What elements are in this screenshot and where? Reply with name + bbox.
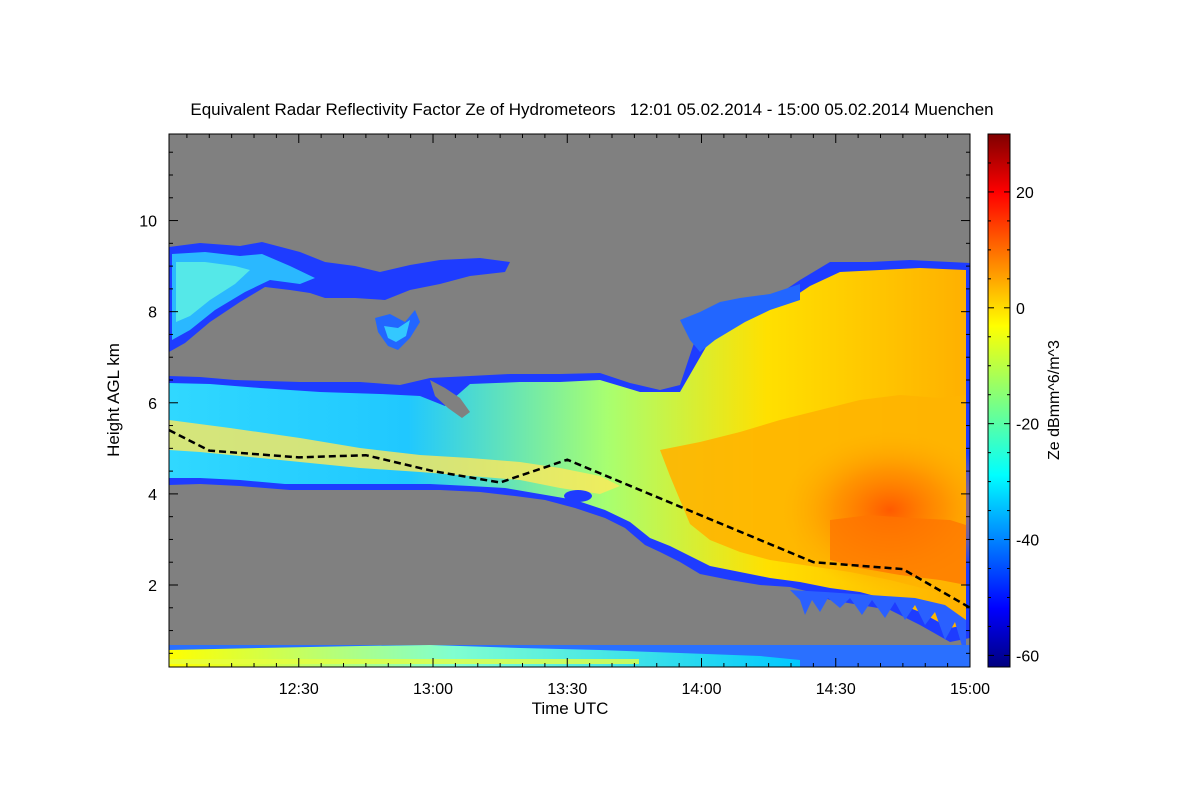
colorbar-ticks: 20 0 -20 -40 -60 (988, 133, 1039, 665)
x-tick-label: 12:30 (279, 681, 319, 698)
chart-title: Equivalent Radar Reflectivity Factor Ze … (190, 100, 993, 119)
y-tick-label: 4 (148, 487, 157, 504)
y-tick-label: 2 (148, 578, 157, 595)
y-tick-label: 6 (148, 396, 157, 413)
echo-mid-layer-gap (430, 380, 470, 418)
colorbar-tick-label: 20 (1016, 185, 1034, 202)
echo-surface-clutter-strip (169, 659, 639, 664)
echo-small-patch-core (384, 320, 410, 342)
echo-upper-right-edge (680, 284, 800, 352)
colorbar-label: Ze dBmm^6/m^3 (1046, 340, 1063, 460)
x-tick-label: 13:00 (413, 681, 453, 698)
echo-core-red (830, 515, 966, 585)
x-tick-label: 14:00 (681, 681, 721, 698)
x-tick-label: 13:30 (547, 681, 587, 698)
x-axis: 12:30 13:00 13:30 14:00 14:30 15:00 (186, 134, 990, 698)
y-axis-label: Height AGL km (104, 343, 123, 457)
x-tick-label: 14:30 (816, 681, 856, 698)
echo-mid-layer-lower-yellow (169, 420, 620, 494)
y-axis: 2 4 6 8 10 (139, 151, 970, 654)
y-tick-label: 8 (148, 305, 157, 322)
echo-precip-fallstreaks (790, 590, 966, 660)
echo-mid-layer-hole (564, 490, 592, 502)
x-tick-label: 15:00 (950, 681, 990, 698)
colorbar-tick-label: -60 (1016, 648, 1039, 665)
colorbar (987, 133, 1011, 668)
echo-upper-cloud-inner (176, 262, 250, 322)
colorbar-tick-label: 0 (1016, 301, 1025, 318)
x-axis-label: Time UTC (532, 699, 609, 718)
colorbar-tick-label: -20 (1016, 417, 1039, 434)
reflectivity-field (169, 242, 970, 667)
y-tick-label: 10 (139, 214, 157, 231)
melting-layer-line (169, 428, 970, 609)
colorbar-tick-label: -40 (1016, 533, 1039, 550)
plot-frame (168, 133, 971, 668)
